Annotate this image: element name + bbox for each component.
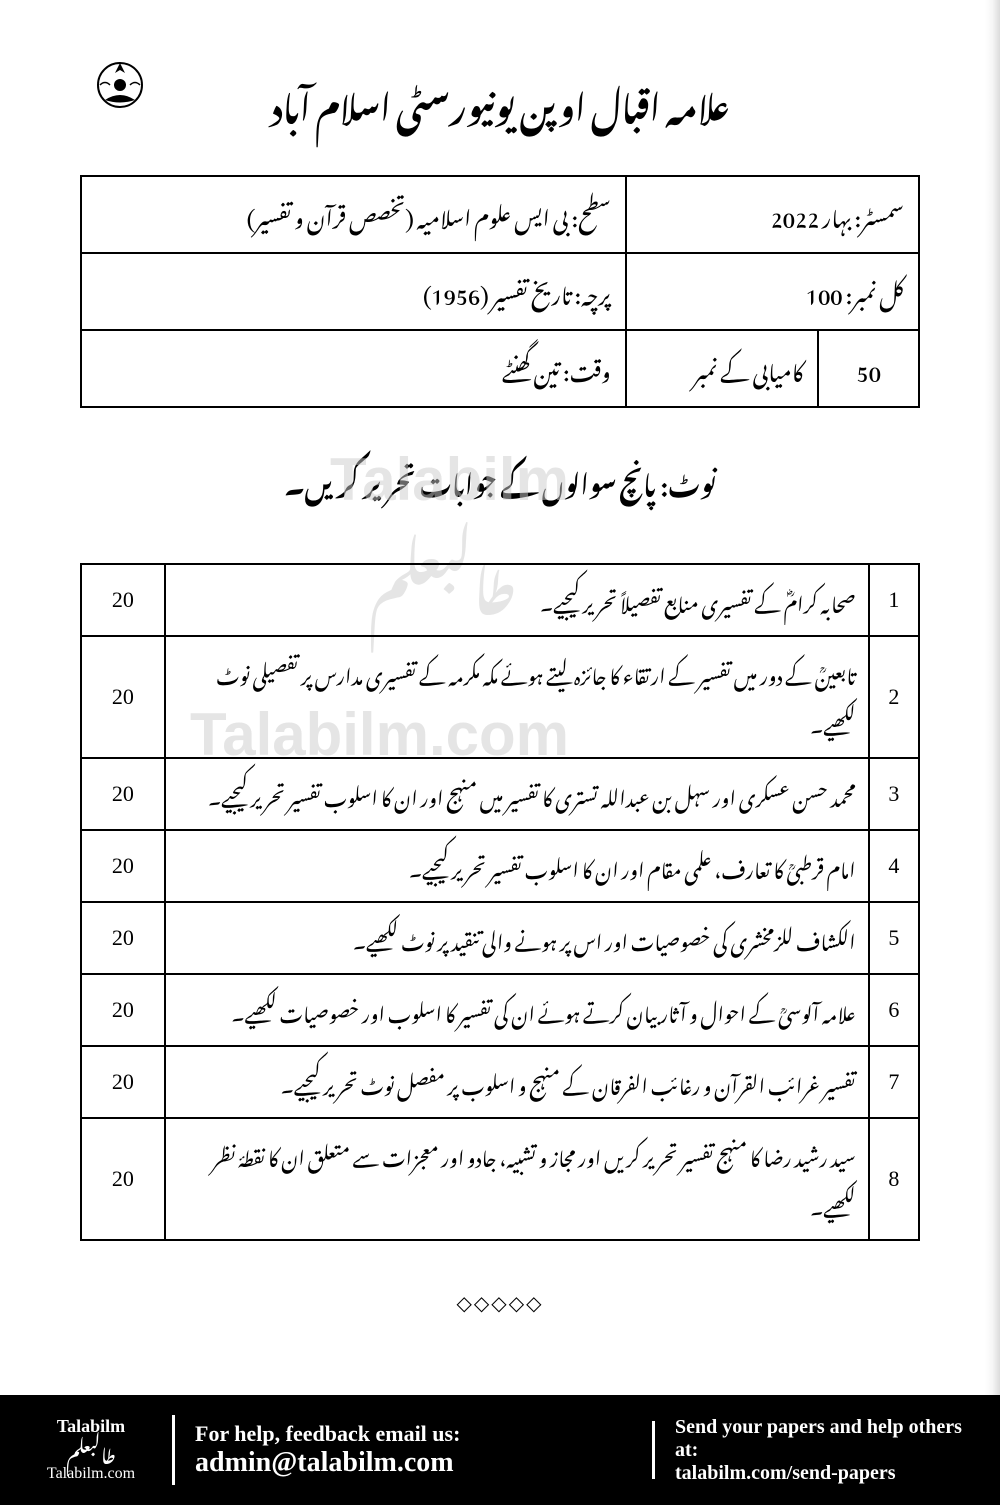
- question-marks: 20: [81, 636, 165, 758]
- question-text: سید رشید رضا کا منہج تفسیر تحریر کریں او…: [165, 1118, 869, 1240]
- footer-send-block: Send your papers and help others at: tal…: [655, 1416, 975, 1485]
- footer-brand-url: Talabilm.com: [25, 1464, 157, 1485]
- university-logo-icon: [90, 55, 150, 115]
- info-row-3: وقت: تین گھنٹے کامیابی کے نمبر 50: [81, 330, 919, 407]
- footer-send-url: talabilm.com/send-papers: [675, 1462, 975, 1485]
- question-marks: 20: [81, 758, 165, 830]
- question-row: 20الکشاف للزمخشری کی خصوصیات اور اس پر ہ…: [81, 902, 919, 974]
- question-number: 1: [869, 564, 919, 636]
- question-row: 20امام قرطبیؒ کا تعارف، علمی مقام اور ان…: [81, 830, 919, 902]
- end-divider: ◇◇◇◇◇: [80, 1291, 920, 1316]
- total-marks-cell: کل نمبر: 100: [626, 253, 919, 330]
- question-text: الکشاف للزمخشری کی خصوصیات اور اس پر ہون…: [165, 902, 869, 974]
- question-text: تفسیر غرائب القرآن و رغائب الفرقان کے من…: [165, 1046, 869, 1118]
- footer-help-text: For help, feedback email us:: [195, 1421, 632, 1447]
- university-title: علامہ اقبال اوپن یونیورسٹی اسلام آباد: [270, 60, 730, 145]
- question-marks: 20: [81, 1046, 165, 1118]
- scan-edge: [985, 0, 1000, 1395]
- footer-help-block: For help, feedback email us: admin@talab…: [175, 1421, 655, 1479]
- page-header: علامہ اقبال اوپن یونیورسٹی اسلام آباد: [80, 60, 920, 145]
- pass-marks-cell: 50: [818, 330, 919, 407]
- paper-cell: پرچہ: تاریخ تفسیر (1956): [81, 253, 626, 330]
- footer-email: admin@talabilm.com: [195, 1447, 632, 1479]
- question-number: 3: [869, 758, 919, 830]
- question-number: 6: [869, 974, 919, 1046]
- question-number: 2: [869, 636, 919, 758]
- question-text: صحابہ کرامؓ کے تفسیری منابع تفصیلاً تحری…: [165, 564, 869, 636]
- question-row: 20محمد حسن عسکری اور سہل بن عبداللہ تستر…: [81, 758, 919, 830]
- exam-info-table: سطح: بی ایس علوم اسلامیہ (تخصص قرآن و تف…: [80, 175, 920, 408]
- question-text: محمد حسن عسکری اور سہل بن عبداللہ تستری …: [165, 758, 869, 830]
- semester-cell: سمسٹر: بہار 2022: [626, 176, 919, 253]
- question-marks: 20: [81, 1118, 165, 1240]
- question-row: 20صحابہ کرامؓ کے تفسیری منابع تفصیلاً تح…: [81, 564, 919, 636]
- info-row-1: سطح: بی ایس علوم اسلامیہ (تخصص قرآن و تف…: [81, 176, 919, 253]
- question-marks: 20: [81, 564, 165, 636]
- level-cell: سطح: بی ایس علوم اسلامیہ (تخصص قرآن و تف…: [81, 176, 626, 253]
- footer-brand-block: Talabilm طالبعلم Talabilm.com: [25, 1415, 175, 1485]
- question-marks: 20: [81, 902, 165, 974]
- exam-paper-page: علامہ اقبال اوپن یونیورسٹی اسلام آباد سط…: [0, 0, 1000, 1395]
- question-row: 20تابعینؒ کے دور میں تفسیر کے ارتقاء کا …: [81, 636, 919, 758]
- question-row: 20سید رشید رضا کا منہج تفسیر تحریر کریں …: [81, 1118, 919, 1240]
- footer-send-text: Send your papers and help others at:: [675, 1416, 975, 1462]
- question-marks: 20: [81, 974, 165, 1046]
- question-number: 8: [869, 1118, 919, 1240]
- pass-label-cell: کامیابی کے نمبر: [626, 330, 819, 407]
- question-number: 4: [869, 830, 919, 902]
- question-text: تابعینؒ کے دور میں تفسیر کے ارتقاء کا جا…: [165, 636, 869, 758]
- question-number: 5: [869, 902, 919, 974]
- instruction-note: نوٹ: پانچ سوالوں کے جوابات تحریر کریں۔: [80, 448, 920, 513]
- question-number: 7: [869, 1046, 919, 1118]
- footer-brand-urdu: طالبعلم: [25, 1438, 157, 1464]
- question-row: 20علامہ آلوسیؒ کے احوال و آثار بیان کرتے…: [81, 974, 919, 1046]
- page-footer: Talabilm طالبعلم Talabilm.com For help, …: [0, 1395, 1000, 1505]
- info-row-2: پرچہ: تاریخ تفسیر (1956) کل نمبر: 100: [81, 253, 919, 330]
- question-text: امام قرطبیؒ کا تعارف، علمی مقام اور ان ک…: [165, 830, 869, 902]
- questions-table: 20صحابہ کرامؓ کے تفسیری منابع تفصیلاً تح…: [80, 563, 920, 1241]
- question-row: 20تفسیر غرائب القرآن و رغائب الفرقان کے …: [81, 1046, 919, 1118]
- time-cell: وقت: تین گھنٹے: [81, 330, 626, 407]
- question-marks: 20: [81, 830, 165, 902]
- question-text: علامہ آلوسیؒ کے احوال و آثار بیان کرتے ہ…: [165, 974, 869, 1046]
